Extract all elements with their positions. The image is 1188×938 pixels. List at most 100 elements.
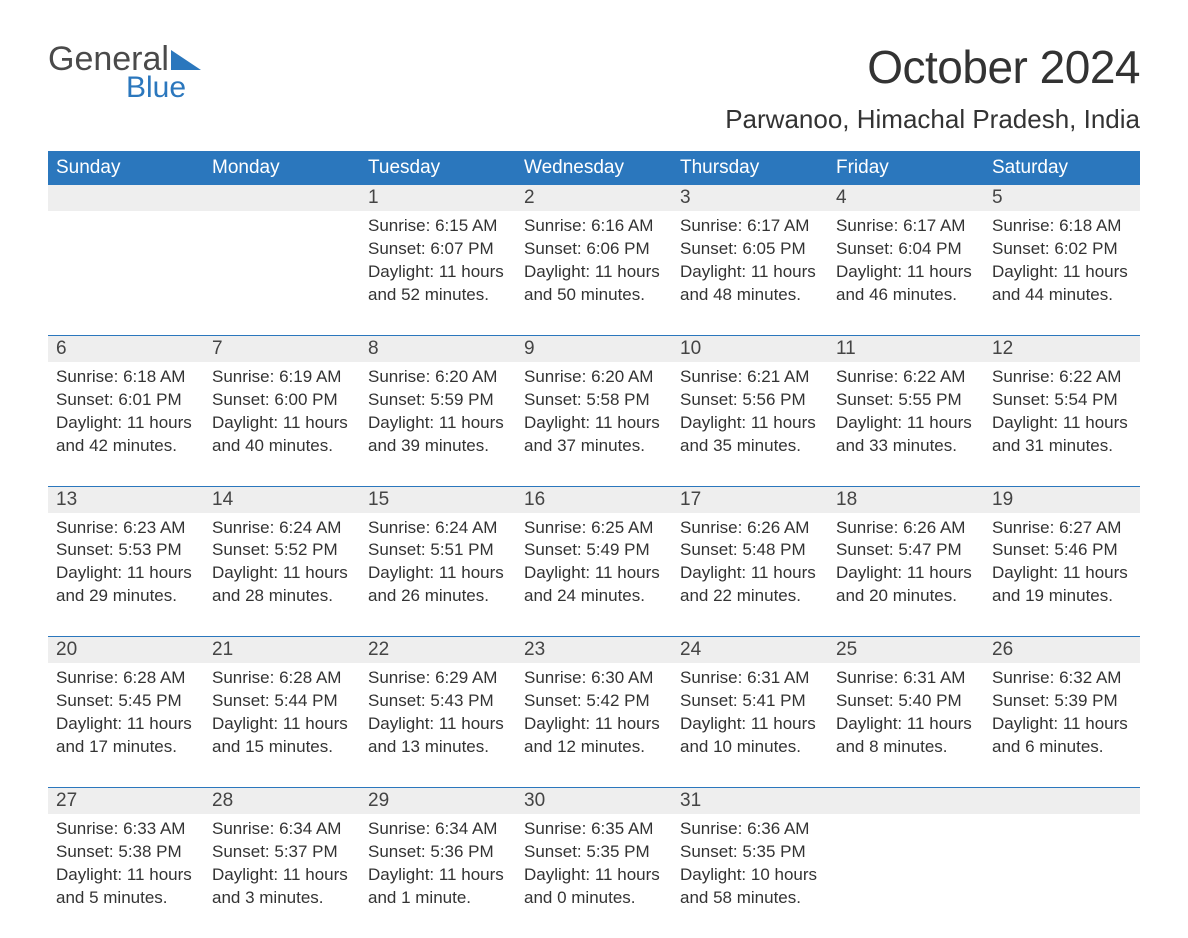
daylight-text: Daylight: 11 hours (992, 412, 1132, 435)
day-number-cell: 19 (984, 487, 1140, 513)
day-details-cell: Sunrise: 6:22 AMSunset: 5:54 PMDaylight:… (984, 362, 1140, 486)
daylight-text: Daylight: 11 hours (368, 864, 508, 887)
sunset-text: Sunset: 6:01 PM (56, 389, 196, 412)
weekday-header: Wednesday (516, 151, 672, 185)
daylight-text: and 28 minutes. (212, 585, 352, 608)
daylight-text: and 1 minute. (368, 887, 508, 910)
daylight-text: and 17 minutes. (56, 736, 196, 759)
sunset-text: Sunset: 5:35 PM (680, 841, 820, 864)
day-details-cell: Sunrise: 6:34 AMSunset: 5:37 PMDaylight:… (204, 814, 360, 938)
sunrise-text: Sunrise: 6:34 AM (212, 818, 352, 841)
daylight-text: and 3 minutes. (212, 887, 352, 910)
daylight-text: Daylight: 11 hours (56, 713, 196, 736)
sunrise-text: Sunrise: 6:18 AM (992, 215, 1132, 238)
sunset-text: Sunset: 5:48 PM (680, 539, 820, 562)
daylight-text: Daylight: 11 hours (56, 412, 196, 435)
day-number-cell: 25 (828, 637, 984, 663)
day-number-cell: 13 (48, 487, 204, 513)
daylight-text: Daylight: 11 hours (368, 562, 508, 585)
sunrise-text: Sunrise: 6:23 AM (56, 517, 196, 540)
day-number-cell: 30 (516, 788, 672, 814)
sunset-text: Sunset: 5:53 PM (56, 539, 196, 562)
sunset-text: Sunset: 5:46 PM (992, 539, 1132, 562)
daylight-text: Daylight: 11 hours (212, 412, 352, 435)
day-number-cell: 2 (516, 185, 672, 211)
day-details-cell: Sunrise: 6:18 AMSunset: 6:01 PMDaylight:… (48, 362, 204, 486)
day-number-cell: 28 (204, 788, 360, 814)
day-details-cell: Sunrise: 6:30 AMSunset: 5:42 PMDaylight:… (516, 663, 672, 787)
day-details-cell: Sunrise: 6:20 AMSunset: 5:58 PMDaylight:… (516, 362, 672, 486)
logo-triangle-icon (171, 50, 201, 70)
sunset-text: Sunset: 5:56 PM (680, 389, 820, 412)
sunrise-text: Sunrise: 6:36 AM (680, 818, 820, 841)
day-details-cell: Sunrise: 6:28 AMSunset: 5:45 PMDaylight:… (48, 663, 204, 787)
day-number-cell: 11 (828, 336, 984, 362)
daylight-text: and 10 minutes. (680, 736, 820, 759)
sunset-text: Sunset: 5:55 PM (836, 389, 976, 412)
daylight-text: Daylight: 11 hours (680, 713, 820, 736)
daylight-text: and 8 minutes. (836, 736, 976, 759)
day-details-cell (48, 211, 204, 335)
daylight-text: and 58 minutes. (680, 887, 820, 910)
sunrise-text: Sunrise: 6:22 AM (836, 366, 976, 389)
day-details-row: Sunrise: 6:15 AMSunset: 6:07 PMDaylight:… (48, 211, 1140, 335)
daylight-text: and 40 minutes. (212, 435, 352, 458)
daylight-text: and 0 minutes. (524, 887, 664, 910)
daylight-text: Daylight: 11 hours (680, 412, 820, 435)
sunset-text: Sunset: 5:44 PM (212, 690, 352, 713)
sunrise-text: Sunrise: 6:24 AM (212, 517, 352, 540)
daylight-text: and 44 minutes. (992, 284, 1132, 307)
sunrise-text: Sunrise: 6:25 AM (524, 517, 664, 540)
daylight-text: and 13 minutes. (368, 736, 508, 759)
day-number-cell: 10 (672, 336, 828, 362)
day-number-cell: 9 (516, 336, 672, 362)
day-details-cell: Sunrise: 6:22 AMSunset: 5:55 PMDaylight:… (828, 362, 984, 486)
sunrise-text: Sunrise: 6:34 AM (368, 818, 508, 841)
day-details-cell: Sunrise: 6:16 AMSunset: 6:06 PMDaylight:… (516, 211, 672, 335)
sunrise-text: Sunrise: 6:16 AM (524, 215, 664, 238)
sunrise-text: Sunrise: 6:26 AM (680, 517, 820, 540)
logo-text-2: Blue (126, 71, 201, 105)
weekday-header: Tuesday (360, 151, 516, 185)
daylight-text: Daylight: 11 hours (368, 261, 508, 284)
daylight-text: and 20 minutes. (836, 585, 976, 608)
day-number-cell: 5 (984, 185, 1140, 211)
daylight-text: Daylight: 11 hours (212, 864, 352, 887)
daylight-text: Daylight: 11 hours (992, 713, 1132, 736)
header: General Blue October 2024 Parwanoo, Hima… (48, 40, 1140, 147)
sunset-text: Sunset: 5:35 PM (524, 841, 664, 864)
sunset-text: Sunset: 5:38 PM (56, 841, 196, 864)
sunrise-text: Sunrise: 6:27 AM (992, 517, 1132, 540)
day-details-cell: Sunrise: 6:33 AMSunset: 5:38 PMDaylight:… (48, 814, 204, 938)
day-details-row: Sunrise: 6:33 AMSunset: 5:38 PMDaylight:… (48, 814, 1140, 938)
daylight-text: and 24 minutes. (524, 585, 664, 608)
sunset-text: Sunset: 5:41 PM (680, 690, 820, 713)
sunrise-text: Sunrise: 6:31 AM (836, 667, 976, 690)
calendar-table: Sunday Monday Tuesday Wednesday Thursday… (48, 151, 1140, 938)
day-details-cell (984, 814, 1140, 938)
daylight-text: Daylight: 11 hours (836, 562, 976, 585)
day-details-cell: Sunrise: 6:17 AMSunset: 6:04 PMDaylight:… (828, 211, 984, 335)
sunset-text: Sunset: 6:05 PM (680, 238, 820, 261)
sunrise-text: Sunrise: 6:22 AM (992, 366, 1132, 389)
day-details-cell: Sunrise: 6:21 AMSunset: 5:56 PMDaylight:… (672, 362, 828, 486)
daylight-text: and 39 minutes. (368, 435, 508, 458)
sunset-text: Sunset: 6:02 PM (992, 238, 1132, 261)
day-details-cell (204, 211, 360, 335)
day-details-row: Sunrise: 6:28 AMSunset: 5:45 PMDaylight:… (48, 663, 1140, 787)
daylight-text: and 31 minutes. (992, 435, 1132, 458)
day-number-cell: 1 (360, 185, 516, 211)
day-number-cell (48, 185, 204, 211)
day-details-cell: Sunrise: 6:25 AMSunset: 5:49 PMDaylight:… (516, 513, 672, 637)
daylight-text: Daylight: 11 hours (836, 412, 976, 435)
sunrise-text: Sunrise: 6:19 AM (212, 366, 352, 389)
sunset-text: Sunset: 5:54 PM (992, 389, 1132, 412)
day-number-cell: 12 (984, 336, 1140, 362)
sunset-text: Sunset: 6:06 PM (524, 238, 664, 261)
day-details-cell: Sunrise: 6:26 AMSunset: 5:48 PMDaylight:… (672, 513, 828, 637)
daylight-text: Daylight: 10 hours (680, 864, 820, 887)
daylight-text: and 52 minutes. (368, 284, 508, 307)
sunrise-text: Sunrise: 6:28 AM (212, 667, 352, 690)
day-details-cell: Sunrise: 6:36 AMSunset: 5:35 PMDaylight:… (672, 814, 828, 938)
weekday-header: Monday (204, 151, 360, 185)
